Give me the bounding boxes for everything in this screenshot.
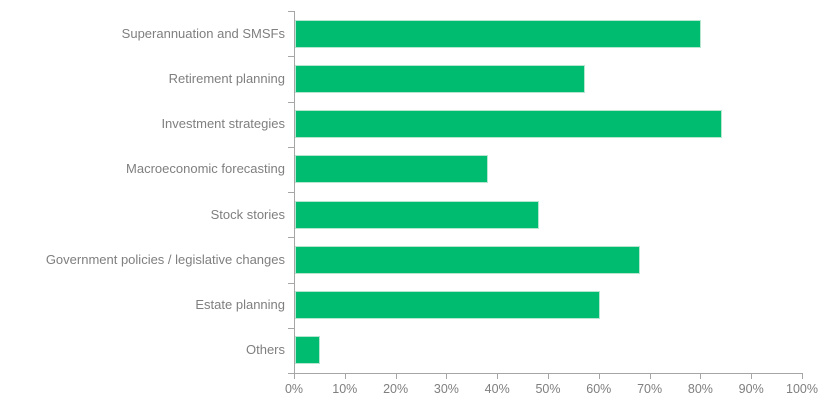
bar <box>295 245 641 274</box>
x-axis-tick <box>344 373 346 379</box>
x-axis-tick <box>700 373 702 379</box>
category-label: Government policies / legislative change… <box>45 251 285 267</box>
y-axis-tick <box>288 11 294 12</box>
x-axis-tick-label: 30% <box>433 382 459 396</box>
x-axis-tick-label: 80% <box>687 382 713 396</box>
bar <box>295 200 539 229</box>
category-label: Retirement planning <box>168 70 285 86</box>
bar <box>295 110 722 139</box>
x-axis-tick <box>497 373 499 379</box>
bar <box>295 336 321 365</box>
category-label: Stock stories <box>210 206 285 222</box>
bar <box>295 64 585 93</box>
y-axis-tick <box>288 56 294 58</box>
x-axis-tick-label: 20% <box>383 382 409 396</box>
category-label: Macroeconomic forecasting <box>126 161 285 177</box>
x-axis-tick <box>395 373 397 379</box>
category-label: Others <box>245 342 285 358</box>
bar <box>295 291 600 320</box>
x-axis-tick <box>294 373 295 379</box>
x-axis-tick <box>446 373 448 379</box>
y-axis-tick <box>288 327 294 329</box>
bar <box>295 155 489 184</box>
x-axis-tick <box>649 373 651 379</box>
y-axis-tick <box>288 146 294 148</box>
x-axis-tick <box>751 373 753 379</box>
x-axis-tick-label: 70% <box>637 382 663 396</box>
x-axis-tick-label: 0% <box>284 382 304 396</box>
y-axis-tick <box>288 373 294 374</box>
bar <box>295 19 702 48</box>
y-axis-tick <box>288 237 294 239</box>
x-axis-tick-label: 40% <box>484 382 510 396</box>
x-axis-tick-label: 100% <box>786 382 818 396</box>
x-axis-tick <box>802 373 803 379</box>
category-label: Investment strategies <box>161 116 285 132</box>
x-axis-tick-label: 60% <box>586 382 612 396</box>
x-axis-tick-label: 10% <box>332 382 358 396</box>
x-axis-tick <box>548 373 549 379</box>
x-axis-tick-label: 50% <box>535 382 561 396</box>
y-axis-tick <box>288 192 294 193</box>
y-axis-tick <box>288 101 294 103</box>
category-label: Estate planning <box>195 297 285 313</box>
category-label: Superannuation and SMSFs <box>121 25 285 41</box>
y-axis-tick <box>288 282 294 284</box>
x-axis-tick <box>598 373 600 379</box>
x-axis-tick-label: 90% <box>738 382 764 396</box>
y-axis-line <box>294 11 295 373</box>
